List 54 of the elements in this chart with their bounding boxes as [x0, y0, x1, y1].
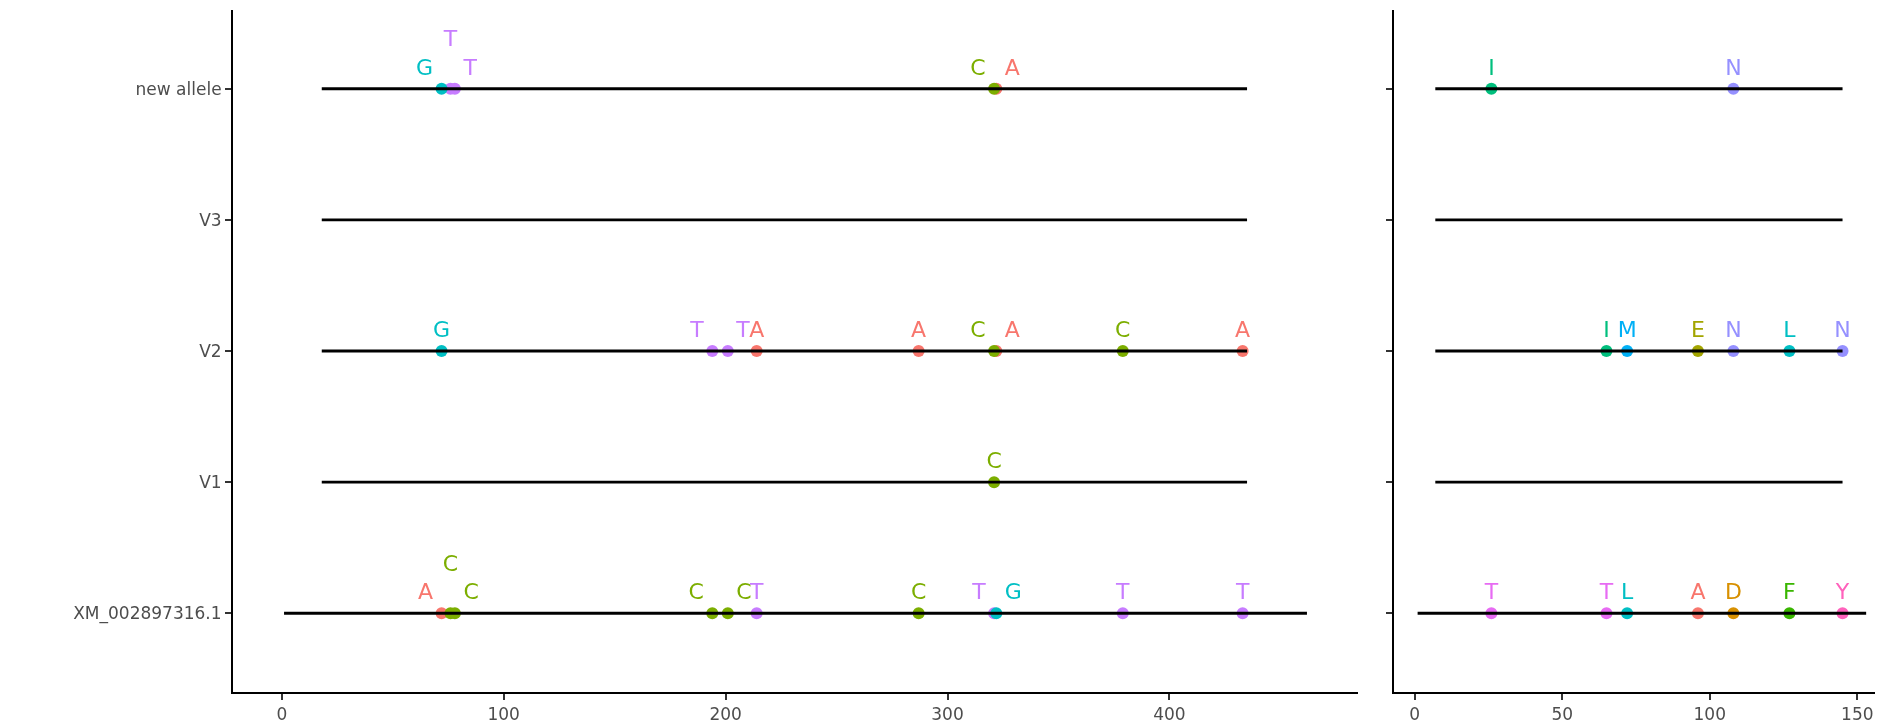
data-label: T: [1115, 579, 1131, 605]
y-tick-label: XM_002897316.1: [73, 603, 222, 625]
data-label: A: [1004, 317, 1020, 342]
data-label: C: [986, 448, 1002, 474]
data-label: N: [1725, 317, 1742, 342]
data-label: T: [1598, 579, 1614, 605]
data-label: A: [1235, 317, 1251, 342]
x-tick-label: 200: [709, 704, 742, 725]
data-label: Y: [1834, 579, 1850, 605]
data-label: C: [1115, 317, 1131, 342]
data-label: C: [970, 317, 986, 342]
data-label: C: [442, 550, 459, 576]
data-label: C: [463, 579, 479, 605]
x-tick-label: 50: [1551, 704, 1574, 725]
data-label: A: [911, 317, 927, 342]
x-tick-label: 100: [1693, 704, 1726, 725]
data-label: G: [416, 54, 434, 80]
data-label: G: [433, 317, 451, 342]
data-label: E: [1690, 317, 1705, 342]
data-label: T: [462, 54, 478, 80]
data-label: T: [689, 317, 705, 342]
x-tick-label: 0: [1409, 704, 1421, 725]
data-label: F: [1783, 579, 1796, 605]
data-label: N: [1834, 317, 1851, 342]
y-tick-label: new allele: [135, 78, 222, 99]
data-label: A: [1004, 54, 1020, 80]
data-label: A: [1690, 579, 1706, 605]
data-label: T: [971, 579, 987, 605]
data-label: A: [749, 317, 765, 342]
x-tick-label: 400: [1153, 704, 1186, 725]
data-label: T: [1234, 579, 1250, 605]
data-label: A: [418, 579, 434, 605]
data-label: T: [1483, 579, 1499, 605]
data-label: G: [1004, 579, 1022, 605]
data-label: M: [1617, 317, 1637, 342]
data-label: L: [1783, 317, 1797, 342]
y-tick-label: V1: [199, 472, 222, 493]
data-label: D: [1724, 579, 1742, 605]
x-tick-label: 150: [1841, 704, 1874, 725]
y-tick-label: V2: [199, 340, 222, 361]
y-tick-label: V3: [199, 209, 222, 230]
x-tick-label: 0: [276, 704, 288, 725]
data-label: T: [442, 26, 458, 52]
data-label: I: [1603, 317, 1610, 342]
data-label: T: [735, 317, 751, 342]
data-label: N: [1725, 54, 1742, 80]
data-label: C: [970, 54, 986, 80]
data-label: L: [1620, 579, 1634, 605]
x-tick-label: 300: [931, 704, 964, 725]
data-label: C: [688, 579, 704, 605]
x-tick-label: 100: [487, 704, 520, 725]
data-label: I: [1488, 54, 1495, 80]
data-label: C: [736, 579, 752, 605]
data-label: C: [910, 579, 927, 605]
